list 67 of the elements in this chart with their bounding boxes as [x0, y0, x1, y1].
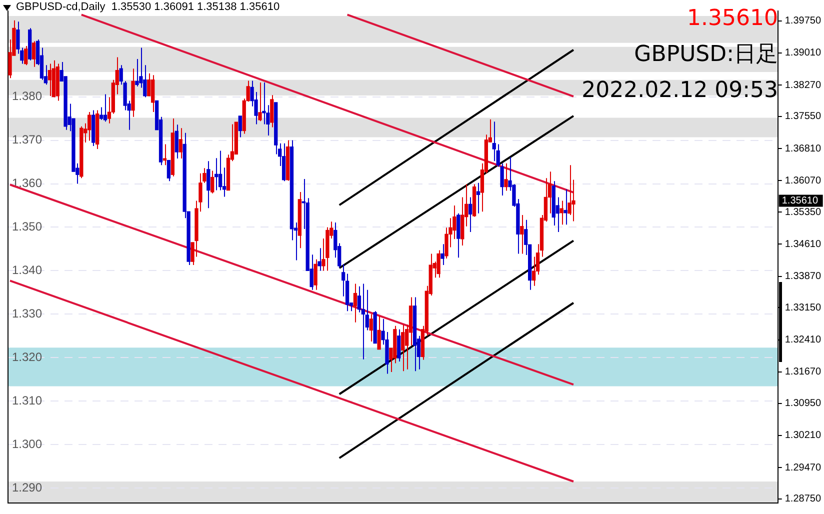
y2-tick-label: 1.30210	[784, 430, 822, 442]
candlestick	[206, 160, 210, 209]
y-tick-label: 1.310	[12, 393, 42, 408]
candlestick	[48, 63, 52, 96]
candlestick	[318, 248, 322, 272]
candlestick	[32, 40, 36, 68]
candlestick	[377, 315, 381, 350]
y2-tick-label: 1.37550	[784, 111, 822, 122]
y-tick-label: 1.380	[12, 89, 42, 104]
annotation: 1.35610	[686, 5, 778, 33]
y2-tick-label: 1.33150	[784, 302, 822, 314]
y-tick-label: 1.290	[12, 480, 42, 494]
candlestick	[151, 74, 155, 113]
candlestick	[492, 121, 496, 162]
candlestick	[258, 82, 262, 122]
y2-tick-label: 1.28750	[784, 494, 822, 505]
candlestick	[440, 244, 444, 266]
candlestick	[314, 258, 318, 290]
y-tick-label: 1.300	[12, 436, 42, 451]
candlestick	[238, 115, 242, 138]
y2-tick-label: 1.32410	[784, 334, 822, 346]
chart-title: GBPUSD-cd,Daily 1.35530 1.36091 1.35138 1.35610	[16, 1, 280, 13]
candlestick	[135, 58, 139, 87]
y2-tick-label: 1.35350	[784, 206, 822, 218]
candlestick	[99, 106, 104, 120]
y2-tick-label: 1.29470	[784, 462, 822, 474]
candlestick	[361, 283, 365, 360]
candlestick	[210, 170, 214, 194]
candlestick	[532, 256, 536, 286]
candlestick	[369, 314, 373, 342]
annotation: 2022.02.12 09:53	[582, 77, 778, 105]
y2-tick-label: 1.31670	[784, 366, 822, 378]
text: 1.35610	[782, 195, 818, 206]
candlestick	[262, 82, 266, 125]
y2-tick-label: 1.34610	[784, 238, 822, 250]
y-tick-label: 1.350	[12, 220, 42, 234]
y2-tick-label: 1.36070	[784, 175, 822, 186]
candlestick	[468, 196, 472, 233]
annotation: GBPUSD:日足	[633, 41, 778, 69]
candlestick	[476, 182, 480, 214]
candlestick	[162, 144, 167, 166]
y2-tick-label: 1.30950	[784, 398, 822, 410]
candlestick	[520, 214, 524, 254]
candlestick	[166, 160, 171, 182]
candlestick	[353, 283, 358, 323]
candlestick	[270, 94, 274, 128]
y-tick-label: 1.330	[12, 306, 42, 320]
y2-tick-label: 1.33870	[784, 271, 822, 282]
y-tick-label: 1.320	[12, 350, 42, 364]
y2-tick-label: 1.39010	[784, 48, 822, 59]
candlestick	[24, 45, 28, 66]
candlestick	[357, 286, 362, 313]
candlestick	[88, 112, 92, 142]
y2-tick-label: 1.39750	[784, 16, 822, 27]
candlestick	[178, 128, 182, 160]
candlestick	[504, 162, 508, 192]
candlestick	[401, 324, 405, 372]
y-tick-label: 1.340	[12, 263, 42, 278]
candlestick	[218, 150, 222, 191]
candlestick	[436, 250, 440, 278]
candlestick	[560, 200, 564, 226]
y2-tick-label: 1.36810	[784, 143, 822, 154]
candlestick	[397, 328, 401, 362]
candlestick	[174, 124, 178, 160]
y-tick-label: 1.370	[12, 132, 42, 147]
y2-tick-label: 1.38270	[784, 80, 822, 91]
candlestick	[564, 188, 568, 226]
